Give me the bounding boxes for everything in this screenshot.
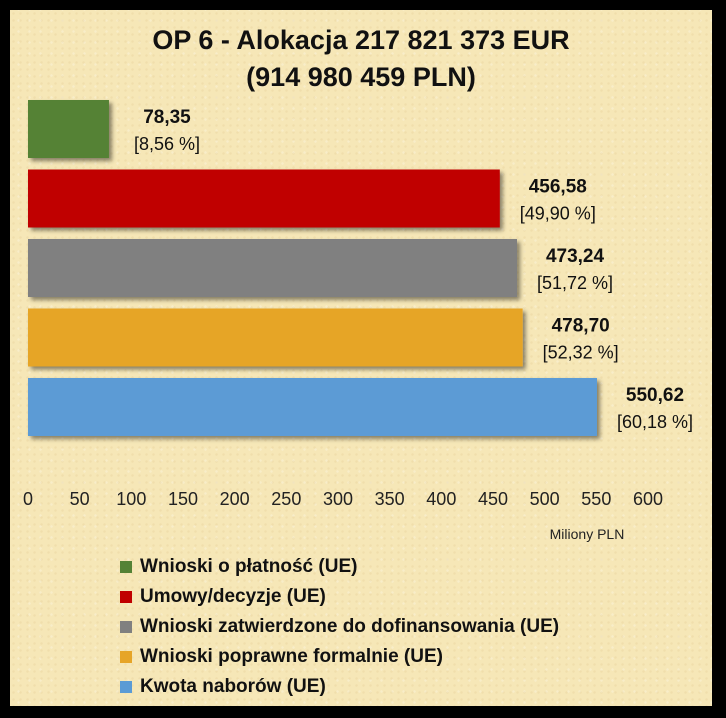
x-tick-label: 50 bbox=[70, 489, 90, 509]
legend-item: Wnioski poprawne formalnie (UE) bbox=[120, 642, 559, 672]
x-tick-label: 600 bbox=[633, 489, 663, 509]
legend-item: Wnioski zatwierdzone do dofinansowania (… bbox=[120, 612, 559, 642]
bar-4 bbox=[28, 308, 523, 367]
bar-value-label: 456,58 bbox=[529, 177, 587, 198]
legend-swatch bbox=[120, 681, 132, 693]
chart-legend: Wnioski o płatność (UE) Umowy/decyzje (UE… bbox=[120, 552, 559, 702]
bar-percent-label: [60,18 %] bbox=[617, 412, 693, 432]
x-tick-label: 0 bbox=[23, 489, 33, 509]
legend-item: Kwota naborów (UE) bbox=[120, 672, 559, 702]
x-tick-label: 450 bbox=[478, 489, 508, 509]
chart-title: OP 6 - Alokacja 217 821 373 EUR (914 980… bbox=[152, 25, 570, 92]
x-axis-label: Miliony PLN bbox=[550, 526, 625, 542]
x-tick-label: 250 bbox=[271, 489, 301, 509]
legend-swatch bbox=[120, 561, 132, 573]
bar-percent-label: [51,72 %] bbox=[537, 273, 613, 293]
x-tick-label: 150 bbox=[168, 489, 198, 509]
x-tick-label: 100 bbox=[116, 489, 146, 509]
bar-value-label: 78,35 bbox=[143, 107, 191, 128]
x-tick-label: 550 bbox=[581, 489, 611, 509]
legend-label: Wnioski o płatność (UE) bbox=[140, 556, 358, 577]
legend-label: Kwota naborów (UE) bbox=[140, 676, 326, 697]
bar-value-label: 478,70 bbox=[552, 316, 610, 337]
legend-swatch bbox=[120, 651, 132, 663]
legend-label: Wnioski zatwierdzone do dofinansowania (… bbox=[140, 616, 560, 637]
legend-label: Wnioski poprawne formalnie (UE) bbox=[140, 646, 443, 667]
legend-swatch bbox=[120, 621, 132, 633]
x-tick-label: 350 bbox=[375, 489, 405, 509]
bar-1 bbox=[28, 100, 109, 158]
bar-3 bbox=[28, 239, 518, 297]
bar-5 bbox=[28, 378, 597, 436]
x-tick-label: 300 bbox=[323, 489, 353, 509]
legend-label: Umowy/decyzje (UE) bbox=[140, 586, 326, 607]
x-tick-label: 400 bbox=[426, 489, 456, 509]
bar-percent-label: [52,32 %] bbox=[543, 343, 619, 363]
bar-2 bbox=[28, 169, 500, 228]
legend-swatch bbox=[120, 591, 132, 603]
legend-item: Wnioski o płatność (UE) bbox=[120, 552, 559, 582]
bar-value-label: 473,24 bbox=[546, 246, 605, 267]
x-tick-label: 500 bbox=[530, 489, 560, 509]
x-tick-label: 200 bbox=[220, 489, 250, 509]
bar-percent-label: [8,56 %] bbox=[134, 134, 200, 154]
bar-percent-label: [49,90 %] bbox=[520, 204, 596, 224]
legend-item: Umowy/decyzje (UE) bbox=[120, 582, 559, 612]
bar-value-label: 550,62 bbox=[626, 385, 684, 406]
